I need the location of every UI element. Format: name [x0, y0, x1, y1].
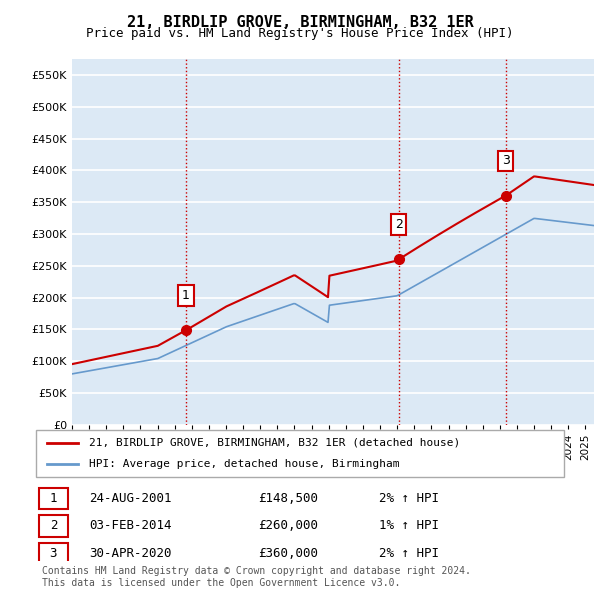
Text: 21, BIRDLIP GROVE, BIRMINGHAM, B32 1ER (detached house): 21, BIRDLIP GROVE, BIRMINGHAM, B32 1ER (… [89, 438, 460, 448]
FancyBboxPatch shape [38, 488, 68, 509]
Text: 1: 1 [50, 492, 57, 505]
Text: 2% ↑ HPI: 2% ↑ HPI [379, 492, 439, 505]
Text: 3: 3 [502, 155, 509, 168]
FancyBboxPatch shape [36, 430, 564, 477]
Text: Price paid vs. HM Land Registry's House Price Index (HPI): Price paid vs. HM Land Registry's House … [86, 27, 514, 40]
Text: 1% ↑ HPI: 1% ↑ HPI [379, 519, 439, 532]
FancyBboxPatch shape [38, 515, 68, 536]
Text: 21, BIRDLIP GROVE, BIRMINGHAM, B32 1ER: 21, BIRDLIP GROVE, BIRMINGHAM, B32 1ER [127, 15, 473, 30]
Text: 30-APR-2020: 30-APR-2020 [89, 548, 172, 560]
Text: 3: 3 [50, 548, 57, 560]
Text: 2% ↑ HPI: 2% ↑ HPI [379, 548, 439, 560]
Text: 1: 1 [182, 289, 190, 302]
Text: 24-AUG-2001: 24-AUG-2001 [89, 492, 172, 505]
Text: Contains HM Land Registry data © Crown copyright and database right 2024.
This d: Contains HM Land Registry data © Crown c… [42, 566, 471, 588]
Text: £360,000: £360,000 [258, 548, 318, 560]
Text: 03-FEB-2014: 03-FEB-2014 [89, 519, 172, 532]
Text: 2: 2 [50, 519, 57, 532]
Text: £148,500: £148,500 [258, 492, 318, 505]
Text: £260,000: £260,000 [258, 519, 318, 532]
Text: 2: 2 [395, 218, 403, 231]
FancyBboxPatch shape [38, 543, 68, 565]
Text: HPI: Average price, detached house, Birmingham: HPI: Average price, detached house, Birm… [89, 458, 400, 468]
